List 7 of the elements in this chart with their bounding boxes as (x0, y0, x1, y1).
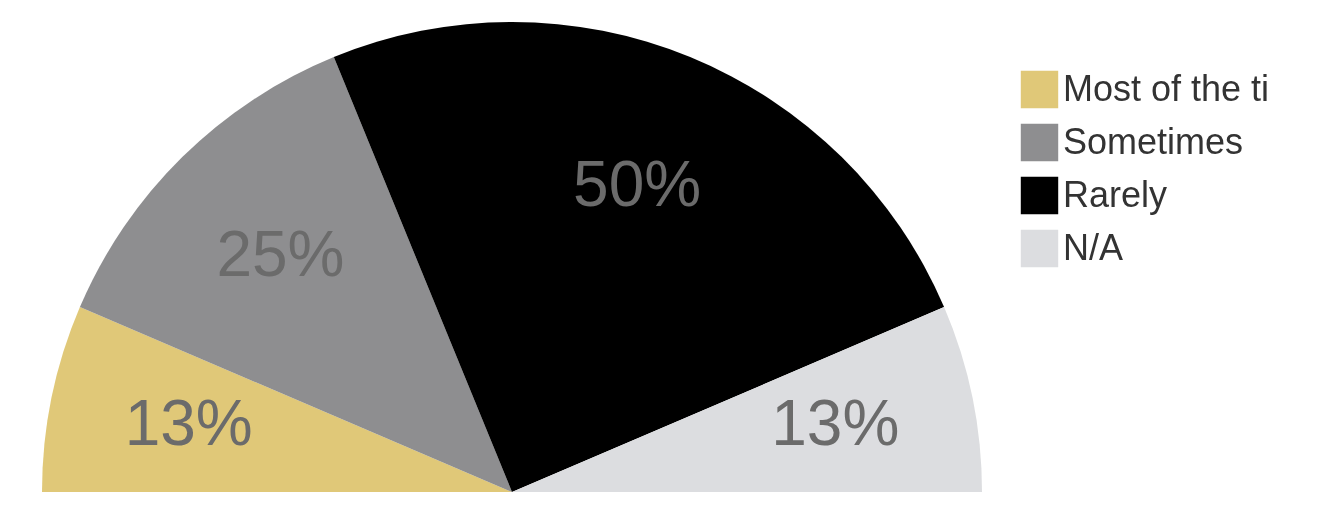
legend-label: Sometimes (1063, 120, 1244, 162)
legend-label: Rarely (1063, 173, 1168, 215)
data-label: 13% (124, 386, 253, 459)
legend-label: N/A (1063, 226, 1124, 268)
legend-label: Most of the ti (1063, 67, 1270, 109)
data-label: 13% (771, 386, 900, 459)
data-label: 50% (573, 147, 702, 220)
